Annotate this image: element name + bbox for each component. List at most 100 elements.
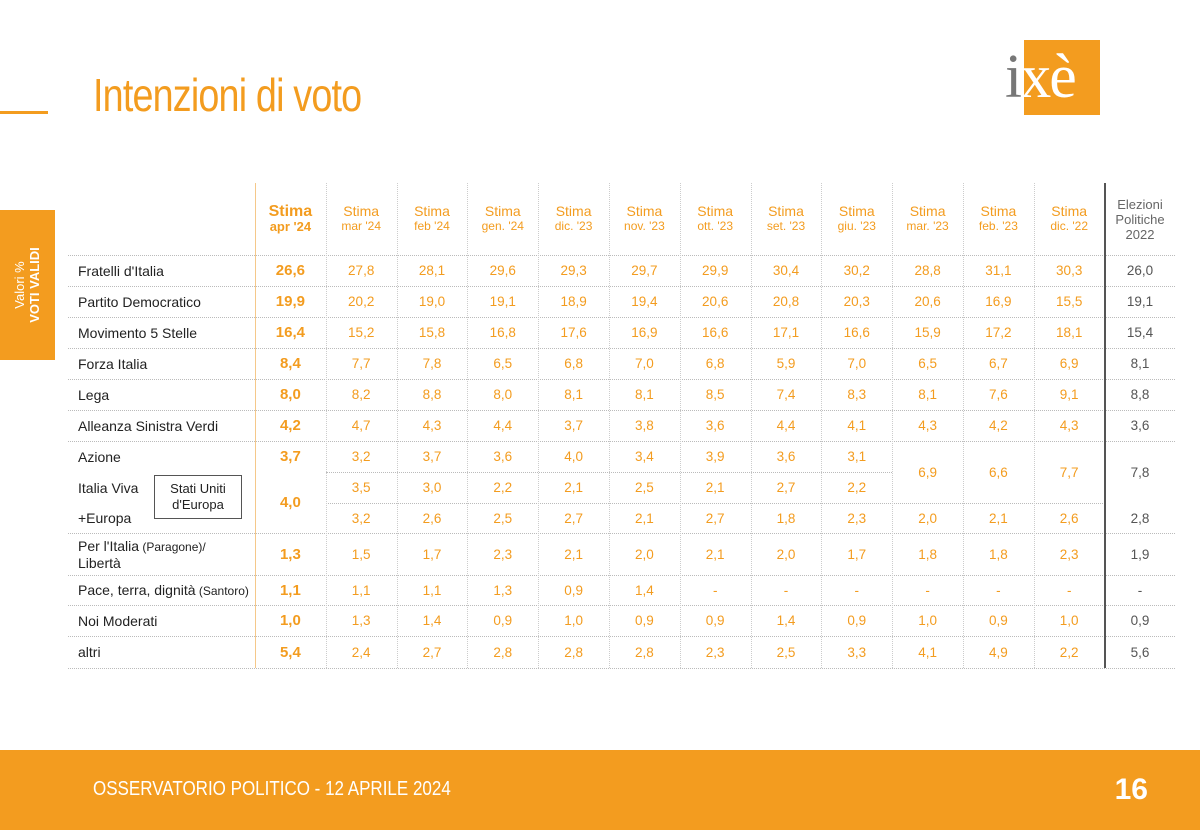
table-cell: 1,0 [279, 612, 301, 629]
table-cell: 17,1 [772, 325, 800, 340]
party-name: +Europa [78, 510, 132, 526]
grid-line [963, 183, 964, 668]
row-label: Fratelli d'Italia [68, 255, 255, 286]
table-cell: 7,8 [422, 356, 442, 371]
column-header: Stima set. '23 [751, 183, 822, 255]
grid-line [325, 503, 1105, 504]
current-column-border [255, 183, 256, 668]
table-cell: 15,4 [1126, 325, 1154, 340]
party-name: Forza Italia [78, 355, 148, 372]
table-cell: 6,5 [918, 356, 937, 371]
table-cell: 0,9 [847, 613, 867, 628]
table-cell: - [996, 582, 1001, 598]
column-header: Stima feb '24 [397, 183, 468, 255]
table-cell: 2,1 [989, 510, 1008, 526]
table-cell: 2,5 [493, 510, 513, 526]
table-cell: 2,3 [1059, 546, 1079, 562]
table-cell: 2,8 [564, 644, 583, 660]
column-header-line1: Elezioni [1117, 196, 1163, 212]
table-cell: 1,8 [918, 546, 937, 562]
column-header-line2: dic. '23 [554, 219, 593, 233]
table-cell: 2,1 [705, 546, 725, 562]
column-header-line2: set. '23 [766, 219, 806, 233]
column-header-line1: Stima [980, 203, 1017, 219]
grid-line [68, 668, 1176, 669]
table-cell: 3,7 [422, 449, 442, 464]
table-cell: 9,1 [1059, 387, 1079, 402]
table-cell: 4,1 [918, 644, 937, 660]
table-cell: 1,8 [776, 510, 796, 526]
table-cell: 3,4 [635, 449, 654, 464]
side-label-line1: Valori % [12, 261, 27, 309]
stati-uniti-line1: Stati Uniti [170, 481, 226, 496]
table-cell: 2,1 [564, 480, 583, 495]
table-cell: 2,3 [493, 546, 513, 562]
column-header-line1: Stima [414, 203, 450, 219]
table-cell: 8,1 [564, 387, 583, 402]
table-cell: 4,2 [279, 417, 301, 434]
table-cell: 8,8 [422, 387, 442, 402]
table-cell: 4,3 [918, 418, 937, 433]
row-label: Noi Moderati [68, 605, 255, 636]
party-note: (Paragone)/ [139, 539, 206, 554]
title-accent-line [0, 111, 48, 114]
table-cell: 17,2 [985, 325, 1012, 340]
table-cell: 4,1 [847, 418, 867, 433]
table-cell: 8,4 [279, 355, 301, 372]
table-cell: 5,4 [279, 643, 301, 661]
table-cell: 3,8 [635, 418, 654, 433]
footer-text: OSSERVATORIO POLITICO - 12 APRILE 2024 [93, 778, 451, 800]
table-cell: 8,3 [847, 387, 867, 402]
table-cell: 2,2 [847, 480, 867, 495]
table-cell: 2,0 [918, 510, 937, 526]
table-cell: 2,3 [847, 510, 867, 526]
logo-box [1024, 40, 1100, 115]
table-cell: 3,7 [564, 418, 583, 433]
table-cell: 6,9 [1059, 356, 1079, 371]
grid-line [68, 379, 1176, 380]
table-cell: 1,1 [351, 582, 371, 598]
column-header-line2: giu. '23 [837, 219, 876, 233]
party-name: Azione [78, 448, 121, 465]
column-header: Stima giu. '23 [821, 183, 892, 255]
column-header: Elezioni Politiche 2022 [1105, 183, 1176, 255]
table-cell: 0,9 [1130, 613, 1150, 628]
table-cell: 1,5 [351, 546, 371, 562]
party-name: Alleanza Sinistra Verdi [78, 417, 219, 434]
table-cell: 2,7 [564, 510, 583, 526]
column-header-line1: Stima [484, 203, 521, 219]
grid-line [68, 636, 1176, 637]
table-cell: 8,5 [705, 387, 725, 402]
table-cell: 3,6 [705, 418, 725, 433]
table-cell: 2,8 [635, 644, 654, 660]
grid-line [325, 183, 327, 668]
column-header-line1: Stima [768, 203, 804, 219]
table-cell: 1,0 [564, 613, 583, 628]
grid-line [68, 410, 1176, 411]
footer-bar [0, 750, 1200, 830]
column-header: Stima dic. '22 [1034, 183, 1105, 255]
merged-cell: 7,8 [1130, 464, 1150, 480]
table-cell: 30,3 [1056, 263, 1083, 278]
table-cell: 3,3 [847, 644, 867, 660]
column-header-line2: feb. '23 [978, 219, 1018, 233]
grid-line [325, 472, 893, 473]
table-cell: 1,3 [351, 613, 371, 628]
table-cell: 1,8 [989, 546, 1008, 562]
table-cell: 2,1 [705, 480, 725, 495]
table-cell: 3,2 [351, 449, 371, 464]
table-cell: 17,6 [560, 325, 587, 340]
table-cell: 8,1 [635, 387, 654, 402]
table-cell: 1,4 [422, 613, 442, 628]
table-cell: 2,8 [1130, 510, 1150, 526]
column-header-line1: Stima [626, 203, 663, 219]
table-cell: 4,9 [989, 644, 1008, 660]
grid-line [467, 183, 469, 668]
table-cell: 2,1 [564, 546, 583, 562]
table-cell: 7,4 [776, 387, 796, 402]
table-cell: 1,1 [279, 581, 301, 599]
table-cell: 1,1 [422, 582, 442, 598]
table-cell: 2,4 [351, 644, 371, 660]
table-cell: 4,3 [1059, 418, 1079, 433]
column-header-line1: Stima [555, 203, 592, 219]
